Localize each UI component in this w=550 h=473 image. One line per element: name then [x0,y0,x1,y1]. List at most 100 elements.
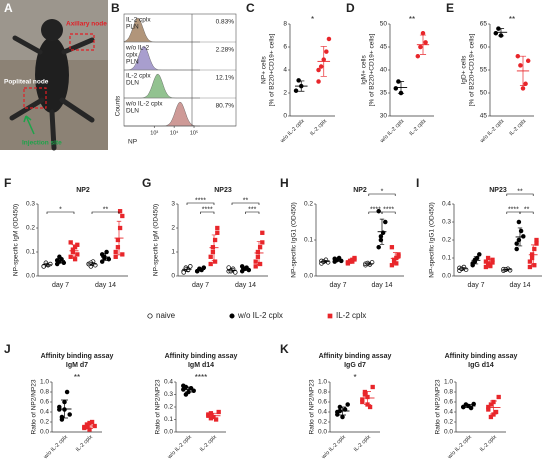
data-point [226,265,231,270]
data-point [483,259,489,264]
data-point [483,264,489,270]
data-point [59,417,65,422]
y-tick-label: 30 [380,113,388,120]
data-point [260,230,265,235]
data-point [113,254,118,259]
data-point [415,53,421,59]
significance: **** [370,206,381,213]
data-point [208,254,213,259]
panel-letter: H [280,176,289,190]
panel-letter: E [446,1,454,15]
y-tick-label: 1.0 [444,379,453,386]
significance: ** [74,373,80,382]
panel-title: Affinity binding assay [41,353,114,360]
significance-bracket [245,211,260,214]
data-point [67,412,72,417]
x-tick-label: w/o IL-2 cplx [320,434,347,461]
error-bar [103,253,108,261]
error-bar [504,268,509,271]
panel-title: Affinity binding assay [319,353,392,360]
data-point [534,237,539,243]
y-tick-label: 0.3 [26,201,35,208]
significance: * [381,188,384,195]
y-tick-label: 35 [380,90,388,97]
data-point [350,259,355,264]
error-bar [339,406,346,416]
data-point [496,394,501,400]
y-tick-label: 1.0 [40,379,49,386]
x-tick-label: IL-2 cplx [408,118,427,137]
significance-bracket [519,211,534,214]
data-point [253,264,258,269]
x-tick-label: w/o IL-2 cplx [279,118,306,145]
y-tick-label: 0.2 [318,419,327,426]
y-tick-label: 0.4 [164,379,173,386]
y-tick-label: 0.0 [444,429,453,436]
x-tick-label: IL-2 cplx [479,434,498,453]
data-point [389,263,395,268]
y-axis-label: NP-specific IgG1 (OD450) [291,202,298,278]
x-tick-label: w/o IL-2 cplx [166,434,193,461]
significance: ** [243,197,249,204]
popliteal-box [23,87,47,109]
panel-letter: D [346,1,355,15]
data-point [64,389,70,395]
data-point [75,252,80,257]
percent-label: 80.7% [216,103,235,110]
x-tick-label: day 7 [329,282,346,289]
y-tick-label: 0.4 [318,409,327,416]
series-label: IL-2 cplx [126,73,151,80]
data-point [115,245,121,250]
y-tick-label: 45 [380,44,388,51]
data-point [70,247,76,252]
y-axis-label: NP+ cells [261,55,268,83]
y-tick-label: 0.2 [40,419,49,426]
y-tick-label: 0.2 [304,201,313,208]
significance-bracket [186,202,215,205]
data-point [532,246,537,252]
y-tick-label: 6 [283,44,287,51]
y-tick-label: 0.8 [318,389,327,396]
data-point [213,417,219,422]
error-bar [58,257,63,264]
percent-label: 0.83% [216,19,235,26]
y-axis-label: [% of B220+CD19+ cells] [269,33,276,106]
panel-letter: F [4,176,11,190]
data-point [514,246,519,252]
significance: ** [509,15,515,24]
significance: ** [517,188,523,195]
data-point [527,259,533,264]
panel-letter: A [4,1,13,15]
data-point [212,259,218,264]
data-point [335,412,340,417]
data-point [257,245,263,250]
data-point [293,88,299,93]
error-bar [198,267,203,272]
x-tick-label: 10⁴ [170,129,179,136]
error-bar [335,258,341,262]
data-point [57,254,62,260]
axillary-box [69,33,95,51]
significance-bracket [200,211,215,214]
y-tick-label: 0.4 [442,201,451,208]
error-bar [211,234,217,261]
data-point [99,259,105,264]
panel-letter: J [4,342,11,356]
significance: ** [409,15,415,24]
significance-bracket [46,211,75,214]
y-axis-label: Ratio of NP2/NP23 [309,379,316,434]
significance-bracket [231,202,260,205]
data-point [253,259,258,264]
error-bar [116,220,122,256]
error-bar [349,258,354,264]
y-tick-label: 0.4 [444,409,453,416]
error-bar [393,252,398,265]
data-point [72,257,78,262]
injection-arrow [23,115,35,135]
data-point [471,401,476,407]
data-point [215,225,220,231]
error-bar [517,227,523,247]
data-point [117,209,123,214]
y-axis-label: Counts [115,95,122,116]
data-point [534,241,539,246]
